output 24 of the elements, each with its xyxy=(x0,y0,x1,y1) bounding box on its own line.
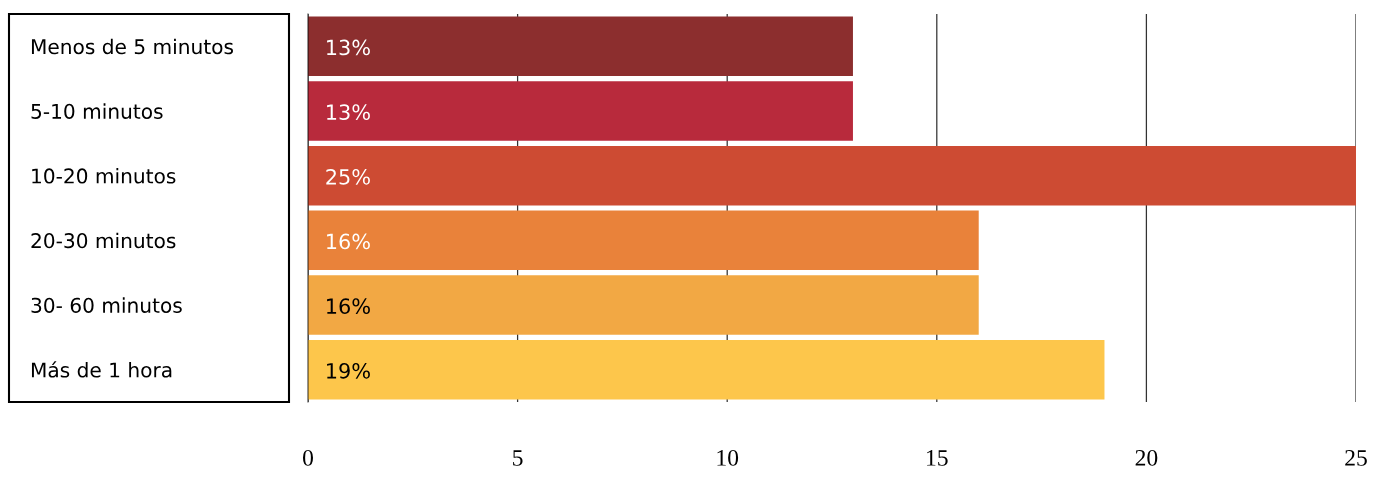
y-tick-label: Menos de 5 minutos xyxy=(31,38,233,55)
bar xyxy=(308,16,853,77)
y-tick-label: 20-30 minutos xyxy=(31,232,176,249)
x-tick-label: 10 xyxy=(717,449,739,466)
x-tick-label: 5 xyxy=(513,450,523,466)
bar xyxy=(308,339,1105,400)
bar xyxy=(308,210,979,271)
y-tick-label: 5-10 minutos xyxy=(31,103,163,119)
x-tick-label: 20 xyxy=(1135,449,1158,466)
bar xyxy=(308,275,979,335)
y-tick-label: 30- 60 minutos xyxy=(31,297,182,313)
bar xyxy=(308,81,853,141)
bar xyxy=(308,145,1356,206)
data-label: 16% xyxy=(327,298,370,315)
y-tick-label: Más de 1 hora xyxy=(31,361,172,378)
data-label: 16% xyxy=(327,233,370,250)
x-tick-label: 15 xyxy=(927,450,948,466)
y-tick-label: 10-20 minutos xyxy=(32,168,176,184)
data-label: 19% xyxy=(327,362,370,379)
data-label: 25% xyxy=(326,168,370,185)
data-label: 13% xyxy=(327,39,370,56)
x-tick-label: 0 xyxy=(303,449,313,466)
x-tick-label: 25 xyxy=(1345,449,1367,466)
data-label: 13% xyxy=(327,104,370,121)
